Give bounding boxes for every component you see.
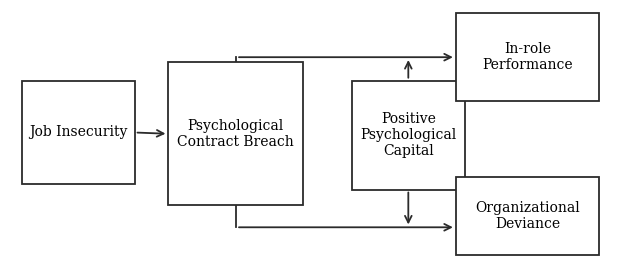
FancyBboxPatch shape xyxy=(456,177,600,255)
FancyBboxPatch shape xyxy=(168,62,303,205)
FancyBboxPatch shape xyxy=(21,81,135,184)
Text: Job Insecurity: Job Insecurity xyxy=(29,126,127,139)
Text: Positive
Psychological
Capital: Positive Psychological Capital xyxy=(360,112,456,158)
Text: Organizational
Deviance: Organizational Deviance xyxy=(475,201,580,231)
FancyBboxPatch shape xyxy=(352,81,465,190)
FancyBboxPatch shape xyxy=(456,13,600,101)
Text: In-role
Performance: In-role Performance xyxy=(482,42,573,72)
Text: Psychological
Contract Breach: Psychological Contract Breach xyxy=(177,119,294,149)
